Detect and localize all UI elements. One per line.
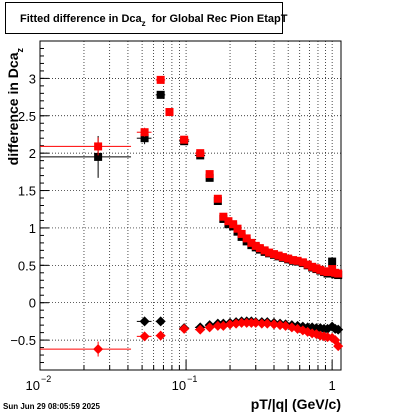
data-point <box>155 330 166 341</box>
data-point <box>139 316 150 327</box>
x-tick-exponent: −1 <box>187 374 197 384</box>
y-tick-label: 0.5 <box>18 258 36 273</box>
data-point <box>260 246 269 255</box>
y-tick-label: 1 <box>29 221 36 236</box>
data-point <box>303 260 312 269</box>
data-point <box>298 258 307 267</box>
y-tick-label: 2 <box>29 146 36 161</box>
plot-area <box>40 41 341 370</box>
chart-title: Fitted difference in Dcaz for Global Rec… <box>20 13 288 28</box>
datestamp: Sun Jun 29 08:05:59 2025 <box>3 402 100 411</box>
data-point <box>225 319 236 330</box>
data-point <box>140 134 149 143</box>
data-point <box>284 254 293 263</box>
y-tick-label: −0.5 <box>10 333 36 348</box>
series-3 <box>40 317 344 357</box>
data-point <box>333 341 344 352</box>
data-point <box>213 194 222 203</box>
y-axis-label: difference in Dcaz <box>5 48 25 166</box>
data-point <box>323 268 332 277</box>
data-point <box>212 320 223 331</box>
data-point <box>155 316 166 327</box>
data-point <box>293 256 302 265</box>
data-point <box>93 344 104 355</box>
data-point <box>229 220 238 229</box>
data-point <box>224 217 233 226</box>
y-tick-label: 2.5 <box>18 109 36 124</box>
plot-frame <box>39 40 342 371</box>
data-point <box>256 318 267 329</box>
data-point <box>218 320 229 331</box>
data-point <box>204 322 215 333</box>
data-point <box>289 256 298 265</box>
data-point <box>308 262 317 271</box>
y-tick-label: 0 <box>29 296 36 311</box>
data-point <box>179 323 190 334</box>
x-tick-label: 1 <box>329 378 336 393</box>
data-point <box>180 135 189 144</box>
x-tick-exponent: −2 <box>41 374 51 384</box>
data-point <box>274 251 283 260</box>
data-point <box>251 241 260 250</box>
x-tick-label: 10 <box>26 378 40 393</box>
data-point <box>156 75 165 84</box>
data-point <box>250 317 261 328</box>
chart-title-box: Fitted difference in Dcaz for Global Rec… <box>5 2 287 34</box>
data-point <box>333 324 344 335</box>
data-point <box>139 331 150 342</box>
data-point <box>270 250 279 259</box>
series-1 <box>40 75 343 278</box>
data-point <box>195 324 206 335</box>
data-point <box>205 170 214 179</box>
data-point <box>242 234 251 243</box>
data-point <box>265 248 274 257</box>
data-point <box>262 318 273 329</box>
data-point <box>334 269 343 278</box>
data-point <box>236 317 247 328</box>
data-point <box>94 142 103 151</box>
data-point <box>233 224 242 233</box>
data-point <box>219 212 228 221</box>
y-tick-label: 3 <box>29 71 36 86</box>
data-point <box>328 257 337 266</box>
data-point <box>94 152 103 161</box>
data-point <box>278 253 287 262</box>
data-point <box>255 244 264 253</box>
data-point <box>156 90 165 99</box>
data-point <box>196 149 205 158</box>
data-point <box>247 238 256 247</box>
y-tick-label: 1.5 <box>18 184 36 199</box>
data-point <box>269 319 280 330</box>
x-tick-label: 10 <box>172 378 186 393</box>
data-point <box>165 108 174 117</box>
x-axis-label: pT/|q| (GeV/c) <box>251 396 341 412</box>
data-point <box>237 229 246 238</box>
data-point <box>140 128 149 137</box>
